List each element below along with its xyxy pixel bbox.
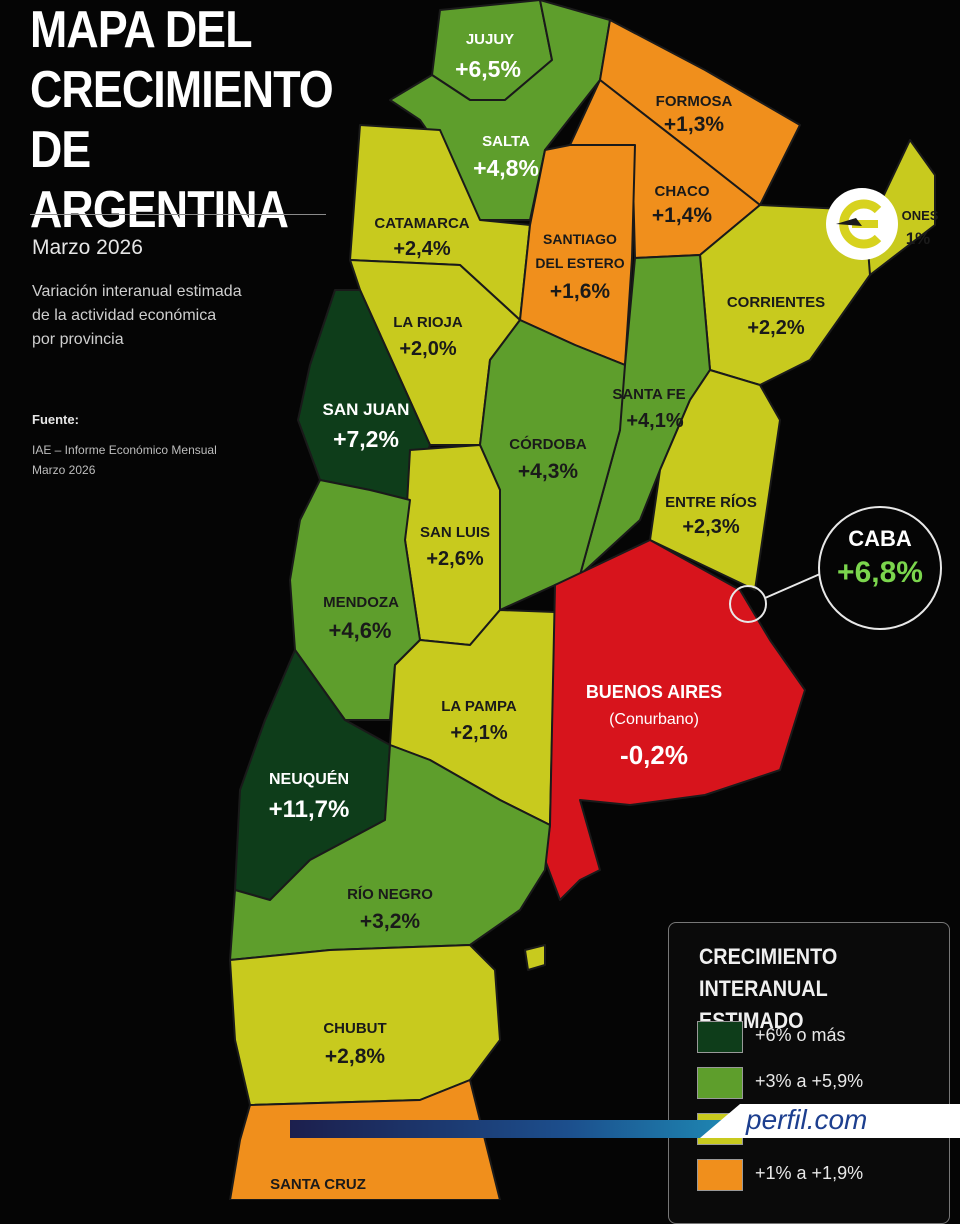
legend-label: +1% a +1,9% [755,1163,864,1183]
province-name-neuquen: NEUQUÉN [269,769,349,788]
province-value-chubut: +2,8% [325,1045,385,1068]
province-entre-rios [649,369,781,591]
caba-value: +6,8% [837,556,923,589]
description-line: de la actividad económica [32,307,217,324]
legend-swatch [697,1067,743,1099]
province-name-la-pampa: LA PAMPA [441,698,517,715]
province-value-rio-negro: +3,2% [360,910,420,933]
province-name-misiones-partial: ONES [902,208,939,223]
title-line: DE ARGENTINA [30,121,289,239]
province-name-salta: SALTA [482,133,530,150]
province-value-chaco: +1,4% [652,204,712,227]
province-name-santa-fe: SANTA FE [612,386,685,403]
province-value-la-pampa: +2,1% [450,722,507,744]
caba-name: CABA [848,526,912,551]
province-name-formosa: FORMOSA [656,93,733,110]
province-value-buenos-aires: -0,2% [620,740,688,770]
caba-connector-line [764,573,821,599]
province-value-san-luis: +2,6% [426,548,483,570]
province-value-entre-rios: +2,3% [682,516,739,538]
province-name-catamarca: CATAMARCA [374,215,469,232]
province-chubut [229,944,501,1106]
province-name-santiago: SANTIAGO [543,231,617,247]
page-title: MAPA DEL CRECIMIENTO DE ARGENTINA [30,0,334,240]
province-name-corrientes: CORRIENTES [727,294,825,311]
banner-background [700,1104,960,1138]
province-value-san-juan: +7,2% [333,426,399,452]
province-value-la-rioja: +2,0% [399,338,456,360]
caba-callout: CABA +6,8% [818,506,942,630]
coastal-islet [524,944,546,971]
legend-title: CRECIMIENTO INTERANUAL ESTIMADO [699,941,915,1037]
province-name-la-rioja: LA RIOJA [393,314,463,331]
province-value-neuquen: +11,7% [269,796,350,823]
province-value-jujuy: +6,5% [455,56,521,82]
banner-site-link[interactable]: perfil.com [746,1104,868,1135]
legend-swatch [697,1021,743,1053]
province-value-mendoza: +4,6% [329,618,392,643]
province-name-chaco: CHACO [655,183,710,200]
province-name-entre-rios: ENTRE RÍOS [665,494,757,511]
province-name-cordoba: CÓRDOBA [509,435,587,453]
legend-swatch [697,1159,743,1191]
title-line: CRECIMIENTO [30,61,334,119]
description: Variación interanual estimada de la acti… [32,280,302,352]
legend-item: +6% o más [697,1021,937,1055]
province-name-mendoza: MENDOZA [323,594,399,611]
legend-item: +1% a +1,9% [697,1159,937,1193]
title-line: MAPA DEL [30,1,253,59]
publisher-logo-icon [826,188,898,260]
province-name-san-juan: SAN JUAN [323,400,410,419]
source-line: Marzo 2026 [32,463,96,477]
legend-title-line: INTERANUAL ESTIMADO [699,976,828,1033]
province-value-catamarca: +2,4% [393,238,450,260]
province-value-santiago: +1,6% [550,280,610,303]
legend-title-line: CRECIMIENTO [699,944,838,969]
description-line: por provincia [32,331,124,348]
province-value-santa-fe: +4,1% [626,410,683,432]
legend-item: +3% a +5,9% [697,1067,937,1101]
banner-stripe [290,1120,750,1138]
legend: CRECIMIENTO INTERANUAL ESTIMADO +6% o má… [668,922,950,1224]
province-name-jujuy: JUJUY [466,31,514,48]
source-line: IAE – Informe Económico Mensual [32,443,217,457]
legend-label: +3% a +5,9% [755,1071,864,1091]
province-buenos-aires [544,539,806,901]
province-value-corrientes: +2,2% [747,317,804,339]
province-name-chubut: CHUBUT [323,1020,386,1037]
province-santa-cruz [229,1079,501,1200]
province-name-san-luis: SAN LUIS [420,524,490,541]
title-divider [30,214,326,215]
source: IAE – Informe Económico Mensual Marzo 20… [32,440,217,480]
province-san-luis [404,444,501,646]
legend-label: +6% o más [755,1025,846,1045]
province-name-santiago-2: DEL ESTERO [535,255,624,271]
province-value-salta: +4,8% [473,155,539,181]
province-name-buenos-aires: BUENOS AIRES [586,682,722,702]
province-value-formosa: +1,3% [664,113,724,136]
province-value-misiones-partial: 1% [906,229,931,248]
province-name-rio-negro: RÍO NEGRO [347,886,433,903]
description-line: Variación interanual estimada [32,283,242,300]
province-name-santa-cruz: SANTA CRUZ [270,1176,366,1193]
source-label: Fuente: [32,412,79,427]
province-value-cordoba: +4,3% [518,460,578,483]
caba-marker [729,585,767,623]
subtitle: Marzo 2026 [32,236,143,259]
province-name-buenos-aires-2: (Conurbano) [609,711,699,728]
